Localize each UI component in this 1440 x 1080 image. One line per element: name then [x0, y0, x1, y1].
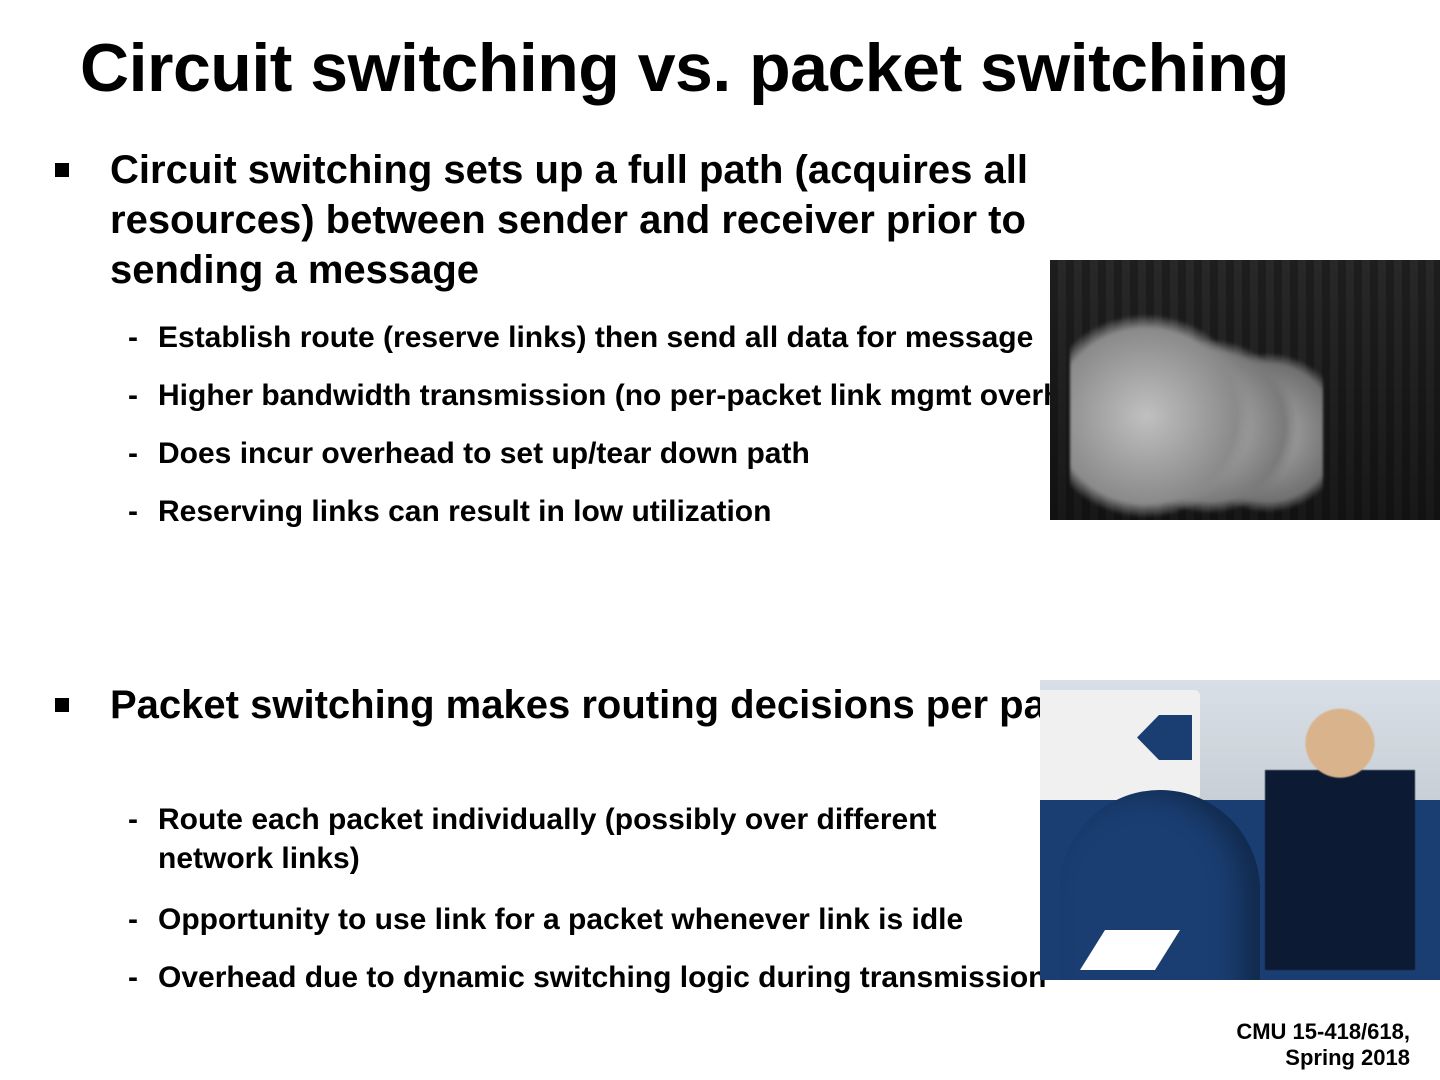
mailbox-scene [1040, 680, 1440, 980]
dash-icon: - [128, 958, 138, 997]
section1-heading-text: Circuit switching sets up a full path (a… [110, 148, 1028, 292]
bullet-square-icon [55, 698, 69, 712]
dash-icon: - [128, 434, 138, 473]
section2-item-0-text: Route each packet individually (possibly… [158, 803, 937, 875]
section2-item-1-text: Opportunity to use link for a packet whe… [158, 903, 963, 936]
slide-title: Circuit switching vs. packet switching [80, 30, 1330, 106]
section2-heading-text: Packet switching makes routing decisions… [110, 683, 1126, 727]
slide-footer: CMU 15-418/618, Spring 2018 [1236, 1019, 1410, 1070]
mail-carrier-shape [1250, 700, 1430, 970]
mail-truck-shape [1040, 690, 1200, 800]
operators-silhouette [1070, 312, 1324, 520]
section2-item-2-text: Overhead due to dynamic switching logic … [158, 961, 1047, 994]
section1-heading: Circuit switching sets up a full path (a… [110, 145, 1170, 295]
slide: Circuit switching vs. packet switching C… [0, 0, 1440, 1080]
section1-item-2-text: Does incur overhead to set up/tear down … [158, 437, 810, 470]
dash-icon: - [128, 376, 138, 415]
section2-item-1: - Opportunity to use link for a packet w… [158, 900, 1058, 939]
dash-icon: - [128, 492, 138, 531]
bullet-square-icon [55, 163, 69, 177]
section1-item-0-text: Establish route (reserve links) then sen… [158, 321, 1033, 354]
switchboard-bg [1050, 260, 1440, 520]
footer-term: Spring 2018 [1236, 1045, 1410, 1070]
footer-course: CMU 15-418/618, [1236, 1019, 1410, 1044]
usps-mail-carrier-photo [1040, 680, 1440, 980]
dash-icon: - [128, 900, 138, 939]
section1-item-3-text: Reserving links can result in low utiliz… [158, 495, 771, 528]
section1-item-1-text: Higher bandwidth transmission (no per-pa… [158, 379, 1123, 412]
section2-item-0: - Route each packet individually (possib… [158, 800, 1038, 878]
switchboard-operators-photo [1050, 260, 1440, 520]
dash-icon: - [128, 800, 138, 839]
section2-heading: Packet switching makes routing decisions… [110, 680, 1150, 730]
dash-icon: - [128, 318, 138, 357]
